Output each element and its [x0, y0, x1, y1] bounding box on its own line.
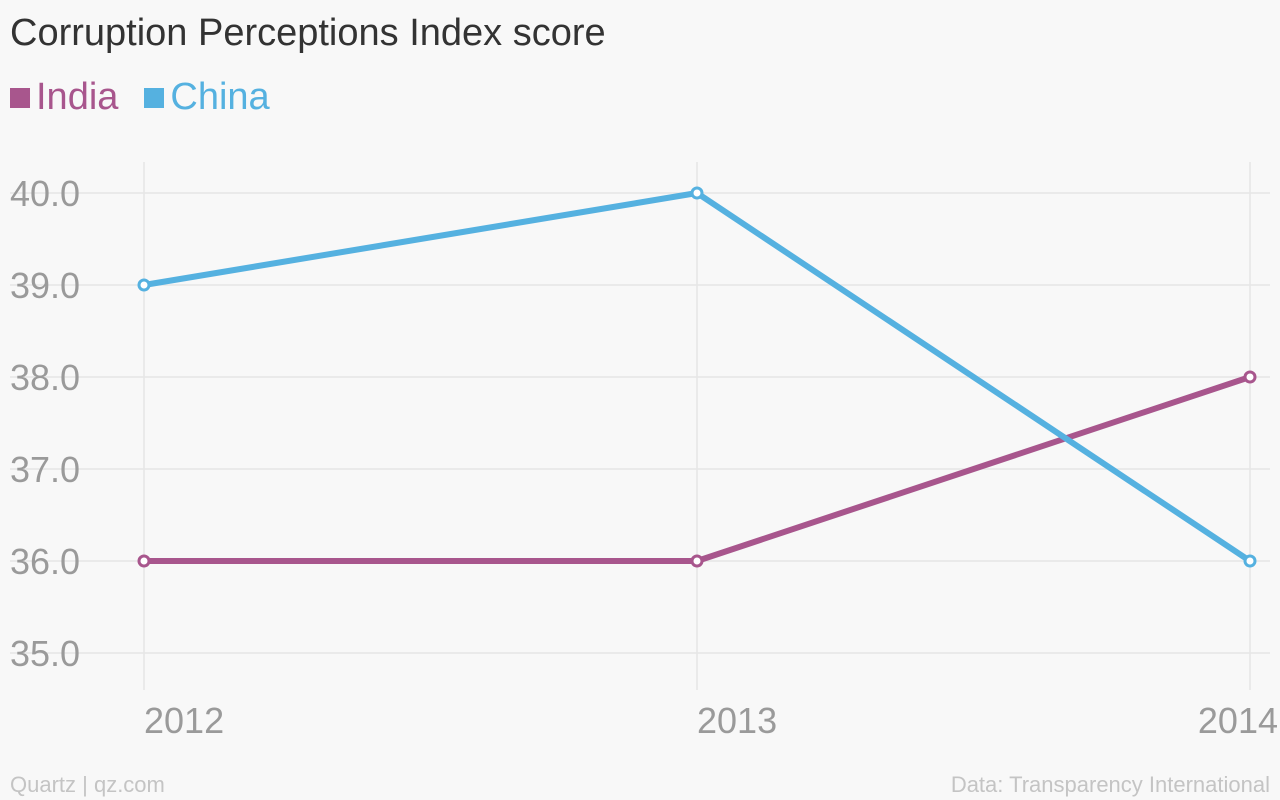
- x-tick-label: 2012: [144, 700, 224, 741]
- legend: India China: [10, 76, 296, 119]
- legend-label-india: India: [36, 76, 119, 118]
- x-tick-label: 2013: [697, 700, 777, 741]
- data-point-china: [137, 278, 151, 292]
- data-point-india: [137, 554, 151, 568]
- x-tick-label: 2014: [1198, 700, 1278, 741]
- footer-source: Data: Transparency International: [950, 772, 1270, 797]
- legend-swatch-india: [10, 87, 30, 108]
- legend-item-india[interactable]: India: [10, 76, 118, 119]
- y-tick-label: 36.0: [10, 541, 80, 582]
- y-tick-label: 38.0: [10, 357, 80, 398]
- y-tick-label: 35.0: [10, 633, 80, 674]
- data-point-china: [690, 186, 704, 200]
- footer-credit: Quartz | qz.com: [10, 772, 165, 797]
- y-tick-label: 40.0: [10, 173, 80, 214]
- legend-item-china[interactable]: China: [144, 76, 270, 119]
- y-tick-label: 39.0: [10, 265, 80, 306]
- y-tick-label: 37.0: [10, 449, 80, 490]
- data-point-china: [1243, 554, 1257, 568]
- chart-title: Corruption Perceptions Index score: [10, 12, 606, 54]
- legend-swatch-china: [144, 87, 165, 108]
- data-point-india: [1243, 370, 1257, 384]
- data-point-india: [690, 554, 704, 568]
- legend-label-china: China: [170, 76, 270, 118]
